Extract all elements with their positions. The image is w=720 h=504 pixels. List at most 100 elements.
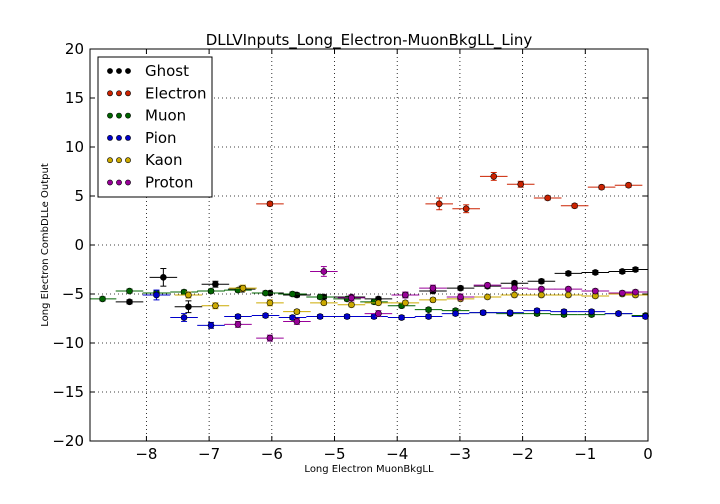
x-tick-label: −1 [574,445,596,463]
data-point [429,296,437,304]
data-point [293,318,301,325]
data-point [533,307,541,314]
data-point [538,285,545,293]
data-point [484,293,491,301]
y-tick-label: −15 [52,383,84,401]
data-point [490,173,498,180]
legend-marker [116,68,122,74]
y-tick-label: 0 [74,236,84,254]
data-point [598,183,605,191]
data-point [320,299,328,307]
series-muon [90,286,649,319]
y-tick-label: 15 [65,89,84,107]
data-point [289,290,296,298]
data-point [160,274,167,281]
y-tick-label: 20 [65,40,84,58]
data-point [343,313,351,320]
x-tick-label: −3 [449,445,471,463]
legend-marker [125,134,131,141]
y-tick-label: −5 [62,285,84,303]
x-tick-label: −7 [198,445,220,463]
x-tick-label: −4 [386,445,408,463]
data-point [571,202,578,210]
legend-label-electron: Electron [145,84,207,102]
legend-marker [116,157,122,164]
data-point [592,269,599,276]
data-point [435,200,443,208]
legend-marker [125,68,131,74]
data-point [402,299,409,307]
data-point [180,314,188,321]
data-point [320,268,328,275]
legend-label-kaon: Kaon [145,151,182,169]
legend-marker [116,179,122,186]
legend-label-proton: Proton [145,174,193,192]
y-tick-label: −10 [52,334,84,352]
legend-label-muon: Muon [145,107,186,125]
data-point [425,313,432,320]
data-point [375,310,382,317]
data-marks [90,171,649,342]
data-point [484,281,491,289]
data-point [398,314,405,321]
data-point [625,181,632,189]
legend-marker [116,112,122,119]
legend-marker [125,90,131,97]
data-point [632,288,639,296]
legend-box [97,56,213,198]
series-proton [224,266,648,342]
data-point [402,291,409,299]
x-axis-label: Long Electron MuonBkgLL [304,464,434,475]
y-tick-label: −20 [52,432,84,450]
data-point [452,310,459,317]
legend-marker [107,68,113,74]
legend-label-ghost: Ghost [145,62,189,80]
data-point [316,293,324,301]
data-point [565,285,572,293]
data-point [126,298,133,306]
legend-marker [107,179,113,186]
data-point [462,205,470,213]
chart-title: DLLVInputs_Long_Electron-MuonBkgLL_Liny [206,31,533,50]
data-point [479,309,487,316]
legend: Ghost Electron Muon Pion Kaon Proton [97,56,213,198]
data-point [538,277,545,285]
data-point [153,291,160,299]
data-point [375,299,382,307]
data-point [266,299,274,307]
data-point [544,194,551,202]
x-tick-label: −5 [323,445,345,463]
data-point [266,200,274,208]
data-point [511,291,518,299]
data-point [348,301,355,309]
y-axis-label: Long Electron CombDLLe Output [40,163,51,327]
data-point [517,180,525,188]
data-point [348,294,355,302]
data-point [429,284,437,292]
legend-marker [107,90,113,97]
legend-marker [125,112,131,119]
legend-marker [125,179,131,186]
data-point [511,284,518,292]
data-point [588,308,595,315]
data-point [618,289,626,297]
data-point [592,287,599,295]
data-point [289,314,296,321]
data-point [262,312,269,319]
y-tick-label: 5 [74,187,84,205]
legend-marker [125,157,131,164]
data-point [293,308,301,315]
data-point [234,313,242,320]
data-point [239,284,247,292]
data-point [538,291,545,299]
x-tick-label: −6 [261,445,283,463]
data-point [185,303,192,311]
data-point [207,287,215,295]
data-point [234,321,242,328]
x-tick-label: −2 [512,445,534,463]
legend-marker [116,90,122,97]
data-point [506,309,514,316]
legend-marker [116,134,122,141]
